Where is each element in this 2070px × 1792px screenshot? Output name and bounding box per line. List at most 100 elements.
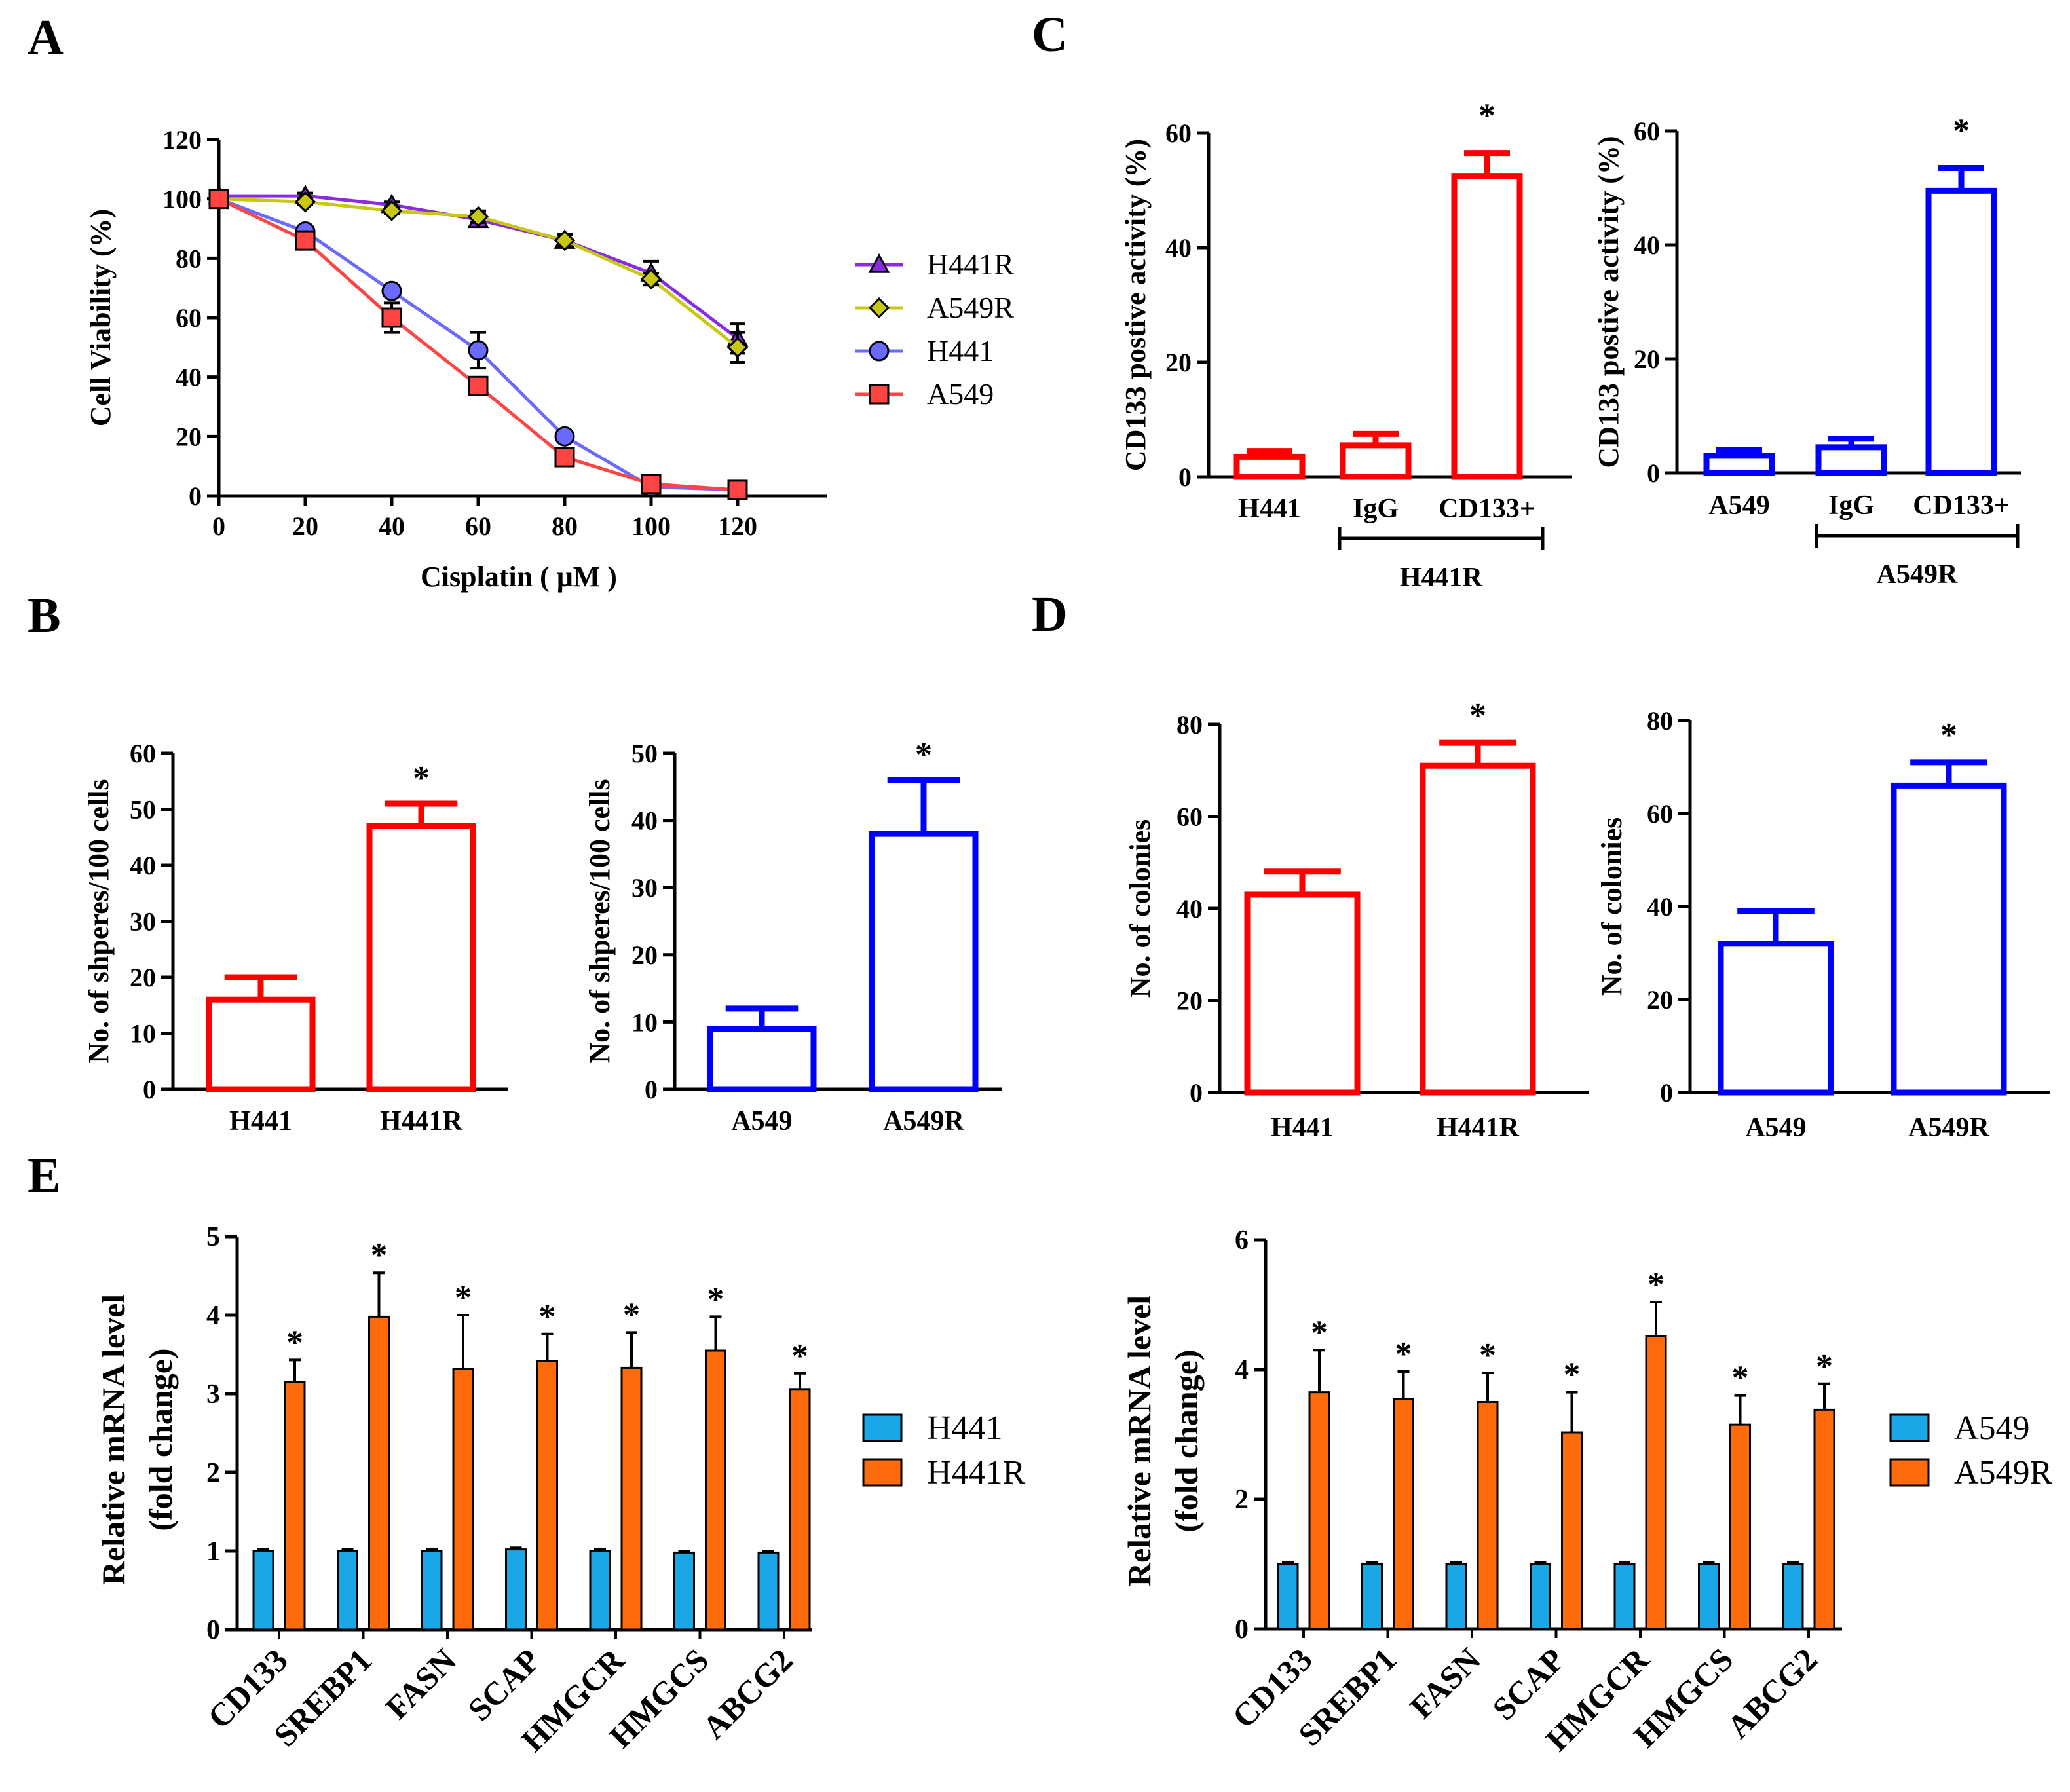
panel-label-c: C [1032,7,1068,62]
marker-diamond [554,230,576,252]
category-label: H441 [1271,1113,1334,1143]
category-label: A549 [1745,1113,1806,1143]
legend-swatch [1889,1413,1930,1442]
bar [1420,762,1536,1096]
significance-star: * [413,760,430,797]
chart-c-right: 0 20 40 60 CD133 postive activity (%) A549 IgG… [1592,113,2021,589]
bar [1244,891,1361,1096]
bar [1277,1563,1299,1630]
y-tick-label: 60 [1176,802,1203,832]
significance-star: * [791,1337,808,1375]
marker-circle [869,341,890,362]
y-tick-label: 20 [1634,345,1660,374]
series-h441 [208,189,748,500]
x-tick-label: 20 [292,512,318,541]
category-label: FASN [1402,1641,1487,1725]
y-tick-label: 40 [130,851,156,880]
marker-square [208,189,229,210]
marker-circle [381,280,402,301]
marker-diamond [868,297,890,319]
y-tick-label: 20 [176,422,202,451]
marker-circle [468,340,489,361]
significance-star: * [1479,1337,1496,1374]
bar [1361,1563,1383,1630]
bar [421,1550,443,1631]
y-tick-label: 4 [1235,1355,1249,1385]
legend-swatch [862,1413,903,1442]
bar [1729,1423,1751,1630]
y-axis-title: No. of shperes/100 cells [83,779,115,1063]
significance-star: * [1953,113,1970,150]
y-tick-label: 0 [1660,1078,1673,1108]
significance-star: * [1816,1348,1833,1385]
significance-star: * [371,1237,388,1274]
y-axis-title: Cell Viability (%) [85,209,117,426]
bar [789,1388,811,1631]
y-axis-title: (fold change) [1168,1349,1205,1532]
chart-d-right: 0 20 40 60 80 No. of colonies A549 A549R * [1596,706,2050,1143]
bar [1561,1431,1583,1630]
bar [1451,173,1523,480]
bar [757,1551,780,1631]
significance-star: * [1395,1335,1412,1373]
y-tick-label: 80 [1176,710,1203,739]
y-axis-title: No. of colonies [1596,817,1628,996]
x-tick-label: 100 [631,512,671,541]
panel-label-b: B [28,588,61,643]
y-tick-label: 30 [631,873,658,903]
y-tick-label: 60 [130,739,156,768]
category-label: A549R [1908,1113,1989,1143]
bar [589,1550,611,1631]
category-label: A549 [731,1106,792,1136]
category-label: A549 [1708,491,1769,521]
y-tick-label: 0 [1647,458,1660,488]
bar [337,1550,358,1631]
y-tick-label: 0 [189,481,202,511]
bar [1925,187,1997,476]
bar [1613,1563,1636,1630]
y-axis-title: No. of colonies [1124,819,1156,998]
x-tick-label: 60 [465,512,491,541]
category-label: H441R [380,1106,463,1136]
y-tick-label: 60 [1647,799,1673,829]
marker-square [295,230,316,251]
bar [705,1349,726,1631]
y-tick-label: 40 [1634,231,1660,260]
y-axis-title: CD133 postive activity (%) [1120,139,1152,471]
bar [1233,453,1306,480]
legend-label: H441 [927,1409,1003,1447]
legend-swatch [1889,1458,1930,1487]
legend-label: A549 [927,377,994,411]
bar [1308,1391,1330,1630]
y-tick-label: 30 [130,907,156,937]
y-tick-label: 50 [631,739,658,768]
y-tick-label: 60 [176,303,202,333]
y-tick-label: 0 [645,1075,658,1104]
y-tick-label: 10 [631,1007,658,1037]
chart-b-left: 0 10 20 30 40 50 60 No. of shperes/100 cells H44… [83,739,508,1136]
bar [252,1550,274,1631]
bar [1445,1563,1467,1630]
y-tick-label: 20 [1647,985,1673,1015]
y-tick-label: 0 [1235,1615,1249,1645]
marker-diamond [381,200,403,221]
chart-b-right: 0 10 20 30 40 50 No. of shperes/100 cells A549 A… [584,736,1002,1136]
y-tick-label: 6 [1235,1225,1249,1256]
y-tick-label: 80 [176,244,202,273]
group-label: H441R [1400,563,1483,593]
marker-square [727,479,748,500]
significance-star: * [455,1279,472,1316]
y-tick-label: 0 [206,1615,220,1645]
bar [206,996,316,1092]
bar [620,1366,643,1631]
y-tick-label: 0 [1178,462,1192,492]
bar [505,1548,527,1631]
legend-label: A549 [1954,1409,2030,1447]
significance-star: * [1469,697,1486,734]
chart-d-left: 0 20 40 60 80 No. of colonies H441 H441R * [1124,697,1589,1143]
category-label: FASN [378,1641,462,1726]
significance-star: * [915,736,932,774]
bar [1340,442,1412,480]
